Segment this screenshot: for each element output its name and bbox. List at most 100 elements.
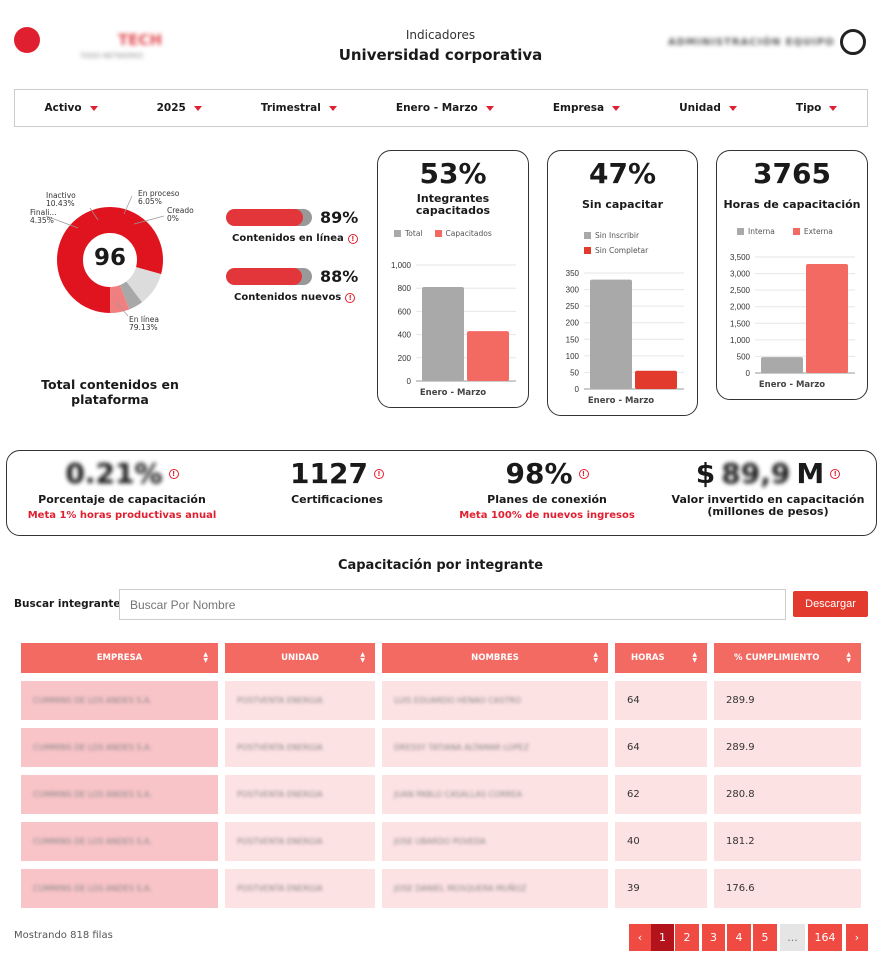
info-icon[interactable]: ! <box>830 468 841 479</box>
y-tick-label: 3,000 <box>730 270 751 279</box>
sort-icon[interactable]: ▲ ▼ <box>593 651 598 664</box>
kpi-meta: Meta 1% horas productivas anual <box>27 510 217 521</box>
cell-text: CUMMINS DE LOS ANDES S.A. <box>33 837 152 846</box>
pagination-page-1[interactable]: 1 <box>651 924 674 951</box>
pagination-page-2[interactable]: 2 <box>675 924 699 951</box>
kpi-label: Planes de conexión <box>487 493 607 506</box>
legend-text: Interna <box>748 227 775 236</box>
legend-text: Total <box>405 229 423 238</box>
header-text: EMPRESA <box>96 653 143 663</box>
filter-anio[interactable]: 2025 <box>157 102 202 114</box>
pagination-page-5[interactable]: 5 <box>753 924 777 951</box>
search-input[interactable] <box>119 589 786 620</box>
filter-empresa[interactable]: Empresa <box>552 102 621 114</box>
cell-text: CUMMINS DE LOS ANDES S.A. <box>33 696 152 705</box>
info-icon[interactable]: ! <box>578 468 589 479</box>
progress-pct: 88% <box>320 267 359 286</box>
legend-text: Externa <box>803 227 833 236</box>
filter-label: 2025 <box>156 102 186 114</box>
chart-integrantes: 0 200 400 600 800 1,000 <box>384 259 520 386</box>
donut-hole <box>87 237 133 283</box>
user-name[interactable]: ADMINISTRACIÓN EQUIPO <box>668 37 835 48</box>
y-tick-label: 0 <box>407 377 412 385</box>
card-title: Integrantes capacitados <box>415 192 491 217</box>
label-text: Contenidos nuevos <box>234 292 342 303</box>
download-button[interactable]: Descargar <box>793 591 868 617</box>
bar-chart-svg: 0 50 100 150 200 250 300 350 <box>566 269 684 394</box>
pagination-page-4[interactable]: 4 <box>727 924 751 951</box>
brand-logo-icon <box>14 27 40 53</box>
y-tick-label: 250 <box>566 302 580 311</box>
label-pct: 4.35% <box>30 216 54 225</box>
info-icon[interactable]: ! <box>347 233 358 244</box>
avatar[interactable] <box>840 29 866 55</box>
table-cell: POSTVENTA ENERGIA <box>225 775 375 814</box>
bar-sin-inscribir[interactable] <box>590 279 632 389</box>
card-sin-capacitar: 47% Sin capacitar Sin Inscribir Sin Comp… <box>547 150 698 416</box>
filter-label: Unidad <box>679 102 721 114</box>
header-text: HORAS <box>631 653 665 663</box>
bar-capacitados[interactable] <box>467 331 509 381</box>
column-header-cumplimiento[interactable]: % CUMPLIMIENTO ▲ ▼ <box>714 643 861 673</box>
cell-text: JOSE DANIEL MOSQUERA MUÑOZ <box>394 884 527 893</box>
x-axis-label: Enero - Marzo <box>587 396 655 406</box>
card-horas: 3765 Horas de capacitación Interna Exter… <box>716 150 868 400</box>
donut-label-inactivo: Inactivo 10.43% <box>46 192 76 208</box>
y-tick-label: 350 <box>566 269 580 278</box>
table-cell: CUMMINS DE LOS ANDES S.A. <box>21 869 218 908</box>
filter-tipo[interactable]: Tipo <box>796 102 838 114</box>
table-cell: POSTVENTA ENERGIA <box>225 681 375 720</box>
bar-sin-completar[interactable] <box>635 370 677 389</box>
donut-label-en-linea: En línea 79.13% <box>129 316 159 332</box>
chevron-down-icon <box>193 105 202 111</box>
legend-swatch <box>737 228 744 235</box>
kpi-value: 0.21% <box>65 457 163 490</box>
column-header-nombres[interactable]: NOMBRES ▲ ▼ <box>382 643 608 673</box>
sort-icon[interactable]: ▲ ▼ <box>846 651 851 664</box>
pagination-prev-button[interactable]: ‹ <box>629 924 651 951</box>
label-pct: 6.05% <box>138 197 162 206</box>
column-header-empresa[interactable]: EMPRESA ▲ ▼ <box>21 643 218 673</box>
info-icon[interactable]: ! <box>373 468 384 479</box>
filter-periodicidad[interactable]: Trimestral <box>261 102 337 114</box>
bar-total[interactable] <box>422 287 464 381</box>
y-tick-label: 1,500 <box>730 319 751 328</box>
legend-swatch <box>394 230 401 237</box>
info-icon[interactable]: ! <box>345 292 356 303</box>
y-tick-label: 2,000 <box>730 303 751 312</box>
y-tick-label: 600 <box>398 307 412 316</box>
y-tick-label: 0 <box>746 369 751 377</box>
row-count: Mostrando 818 filas <box>14 930 113 941</box>
table-cell: DRESSY TATIANA ALTAMAR LOPEZ <box>382 728 608 767</box>
cell-text: 289.9 <box>726 742 755 753</box>
table-cell: POSTVENTA ENERGIA <box>225 869 375 908</box>
pagination-next-button[interactable]: › <box>846 924 868 951</box>
y-tick-label: 150 <box>566 335 580 344</box>
sort-icon[interactable]: ▲ ▼ <box>203 651 208 664</box>
chart-legend: Total Capacitados <box>394 229 528 238</box>
bar-interna[interactable] <box>761 357 803 373</box>
card-title: Sin capacitar <box>582 198 663 211</box>
bar-externa[interactable] <box>806 263 848 373</box>
info-icon[interactable]: ! <box>168 468 179 479</box>
donut-label-creado: Creado 0% <box>167 207 194 223</box>
x-axis-label: Enero - Marzo <box>419 388 487 398</box>
y-tick-label: 100 <box>566 352 580 361</box>
filter-periodo[interactable]: Enero - Marzo <box>396 102 494 114</box>
filter-unidad[interactable]: Unidad <box>679 102 737 114</box>
column-header-unidad[interactable]: UNIDAD ▲ ▼ <box>225 643 375 673</box>
pagination-page-164[interactable]: 164 <box>808 924 842 951</box>
column-header-horas[interactable]: HORAS ▲ ▼ <box>615 643 707 673</box>
sort-icon[interactable]: ▲ ▼ <box>692 651 697 664</box>
cell-text: 181.2 <box>726 836 755 847</box>
y-tick-label: 50 <box>570 368 579 377</box>
filter-label: Empresa <box>552 102 605 114</box>
progress-fill <box>226 209 303 226</box>
page-subtitle: Indicadores <box>405 28 476 42</box>
y-tick-label: 0 <box>575 385 580 393</box>
table-cell: 62 <box>615 775 707 814</box>
pagination-page-3[interactable]: 3 <box>702 924 725 951</box>
kpi-strip: 0.21%! Porcentaje de capacitación Meta 1… <box>6 450 877 536</box>
sort-icon[interactable]: ▲ ▼ <box>360 651 365 664</box>
filter-estado[interactable]: Activo <box>45 102 98 114</box>
